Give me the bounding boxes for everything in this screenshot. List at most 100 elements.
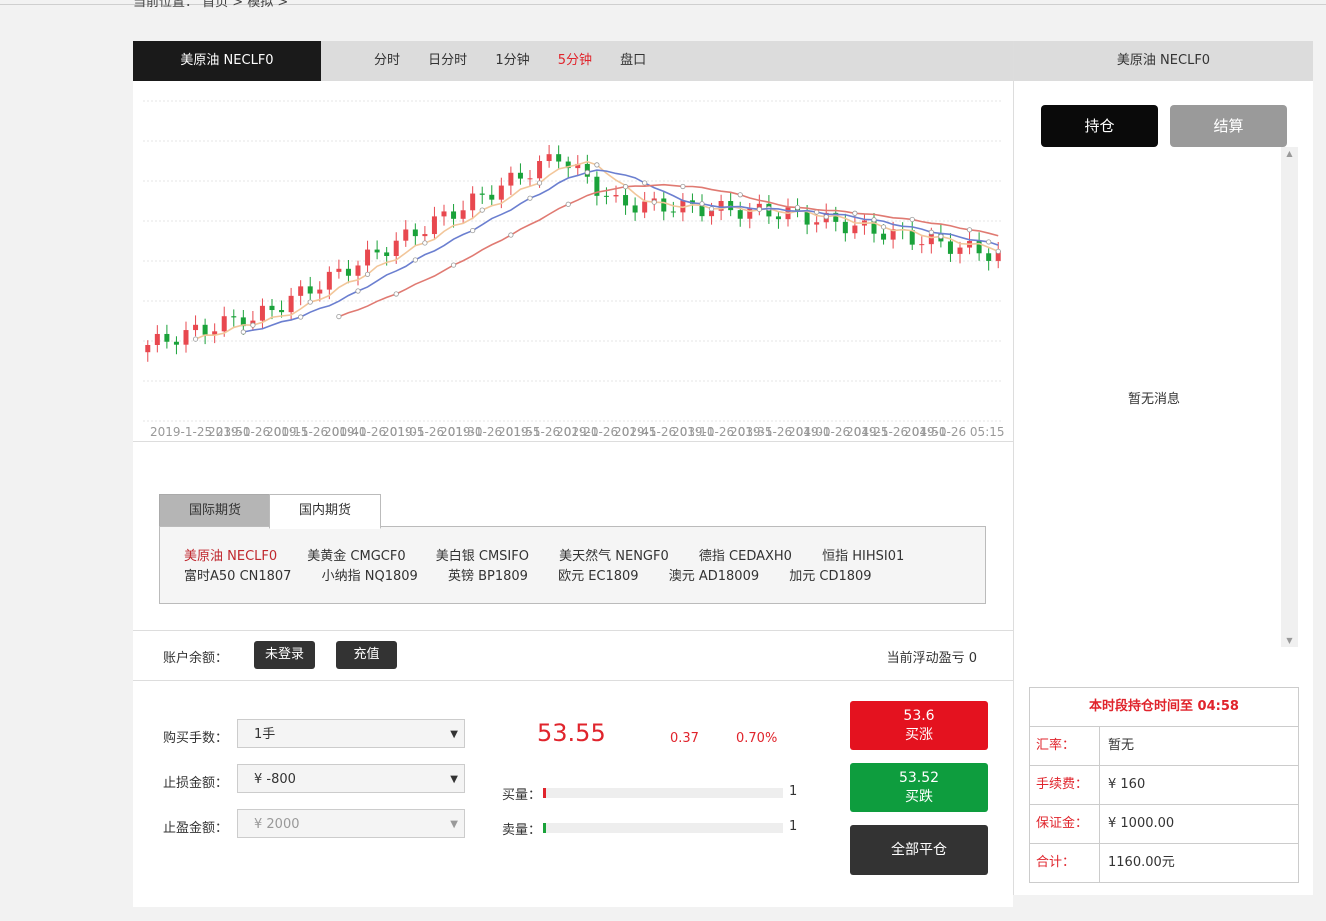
candle-body	[193, 324, 199, 331]
ma-marker	[986, 239, 992, 245]
candle-body	[718, 201, 724, 211]
takeprofit-select[interactable]: ¥ 2000 ▼	[237, 809, 465, 838]
tab-5min[interactable]: 5分钟	[557, 53, 593, 68]
futures-item[interactable]: 小纳指 NQ1809	[321, 569, 418, 584]
candle-body	[460, 210, 466, 219]
futures-item[interactable]: 富时A50 CN1807	[184, 569, 292, 584]
ma-marker	[708, 206, 715, 212]
candle-body	[537, 161, 543, 179]
position-panel: 美原油 NECLF0 持仓 结算 ▲ ▼ 暂无消息 本时段持仓时间至 04:58…	[1013, 41, 1313, 895]
info-key: 汇率：	[1030, 727, 1100, 765]
candle-body	[259, 305, 265, 321]
candle-body	[212, 331, 218, 335]
candle-body	[164, 333, 170, 342]
futures-item[interactable]: 加元 CD1809	[789, 569, 872, 584]
ma-marker	[928, 229, 934, 235]
x-axis-label: 2019-1-25 23:50	[150, 425, 251, 439]
stoploss-select[interactable]: ¥ -800 ▼	[237, 764, 465, 793]
buy-down-button[interactable]: 53.52 买跌	[850, 763, 988, 812]
ma-marker	[852, 210, 858, 216]
info-row: 保证金： ¥ 1000.00	[1030, 805, 1298, 844]
candle-body	[556, 154, 562, 162]
candle-body	[642, 201, 648, 213]
futures-row-2: 富时A50 CN1807 小纳指 NQ1809 英镑 BP1809 欧元 EC1…	[184, 565, 898, 584]
ma-marker	[966, 227, 973, 233]
ma-marker	[393, 291, 399, 297]
login-button[interactable]: 未登录	[254, 641, 315, 669]
candle-body	[737, 210, 743, 219]
candle-body	[919, 244, 925, 246]
settle-button[interactable]: 结算	[1170, 105, 1287, 147]
ma-marker	[364, 271, 371, 277]
tab-fenshi[interactable]: 分时	[374, 53, 401, 68]
candle-body	[546, 154, 552, 162]
top-divider	[0, 4, 1326, 5]
ma-marker	[307, 299, 313, 305]
candle-body	[412, 229, 418, 237]
tab-pankou[interactable]: 盘口	[620, 53, 647, 68]
candle-body	[852, 225, 858, 234]
close-all-button[interactable]: 全部平仓	[850, 825, 988, 875]
tab-domestic-futures[interactable]: 国内期货	[269, 494, 381, 529]
candle-body	[145, 345, 151, 353]
scroll-down-icon[interactable]: ▼	[1286, 636, 1293, 645]
sell-volume-bar	[543, 823, 783, 833]
futures-item[interactable]: 澳元 AD18009	[668, 569, 760, 584]
balance-label: 账户余额：	[163, 651, 229, 666]
futures-item[interactable]: 美白银 CMSIFO	[435, 549, 529, 564]
futures-item[interactable]: 美原油 NECLF0	[184, 549, 278, 564]
scroll-up-icon[interactable]: ▲	[1286, 149, 1293, 158]
stoploss-value: ¥ -800	[254, 772, 296, 787]
info-value: 1160.00元	[1108, 855, 1175, 870]
x-axis-label: 2019-1-26 03:35	[672, 425, 773, 439]
candle-body	[976, 240, 982, 254]
candle-body	[240, 317, 246, 327]
tab-1min[interactable]: 1分钟	[495, 53, 530, 68]
futures-item[interactable]: 美黄金 CMGCF0	[307, 549, 406, 564]
tab-international-futures[interactable]: 国际期货	[159, 494, 271, 528]
ma-marker	[508, 232, 514, 238]
candle-body	[814, 222, 820, 225]
futures-item[interactable]: 英镑 BP1809	[447, 569, 528, 584]
candle-body	[326, 271, 332, 290]
info-row: 合计： 1160.00元	[1030, 844, 1298, 882]
futures-item[interactable]: 欧元 EC1809	[558, 569, 639, 584]
ma-marker	[880, 224, 887, 230]
timeframe-tabs: 分时 日分时 1分钟 5分钟 盘口	[374, 41, 670, 81]
candle-body	[345, 268, 351, 276]
trading-panel: 美原油 NECLF0 分时 日分时 1分钟 5分钟 盘口 2019-1-25 2…	[133, 41, 1013, 907]
takeprofit-value: ¥ 2000	[254, 817, 300, 832]
candle-body	[269, 305, 275, 311]
ma-marker	[622, 184, 629, 190]
chart-header: 美原油 NECLF0 分时 日分时 1分钟 5分钟 盘口	[133, 41, 1013, 81]
futures-item[interactable]: 恒指 HIHSI01	[822, 549, 905, 564]
empty-message: 暂无消息	[1127, 392, 1180, 407]
candle-body	[947, 241, 953, 254]
futures-item[interactable]: 德指 CEDAXH0	[698, 549, 792, 564]
hold-button[interactable]: 持仓	[1041, 105, 1158, 147]
x-axis-label: 2019-1-26 01:05	[324, 425, 425, 439]
candle-body	[470, 193, 476, 211]
qty-select[interactable]: 1手 ▼	[237, 719, 465, 748]
scrollbar[interactable]: ▲ ▼	[1281, 147, 1298, 647]
candle-body	[871, 220, 877, 234]
ma-marker	[584, 169, 590, 175]
candle-body	[288, 295, 294, 313]
price-change: 0.37	[670, 731, 699, 746]
buy-up-button[interactable]: 53.6 买涨	[850, 701, 988, 750]
ma-marker	[240, 329, 246, 335]
buy-volume-bar	[543, 788, 783, 798]
tab-rifenshi[interactable]: 日分时	[428, 53, 468, 68]
candle-body	[279, 310, 285, 313]
divider	[133, 680, 1013, 681]
futures-item[interactable]: 美天然气 NENGF0	[559, 549, 669, 564]
info-row: 手续费： ¥ 160	[1030, 766, 1298, 805]
candle-body	[508, 172, 514, 186]
x-axis-label: 2019-1-26 05:15	[904, 425, 1005, 439]
x-axis-label: 2019-1-26 04:25	[788, 425, 889, 439]
candle-body	[661, 198, 667, 212]
candle-body	[881, 233, 887, 240]
info-value: ¥ 160	[1108, 777, 1146, 792]
recharge-button[interactable]: 充值	[336, 641, 397, 669]
